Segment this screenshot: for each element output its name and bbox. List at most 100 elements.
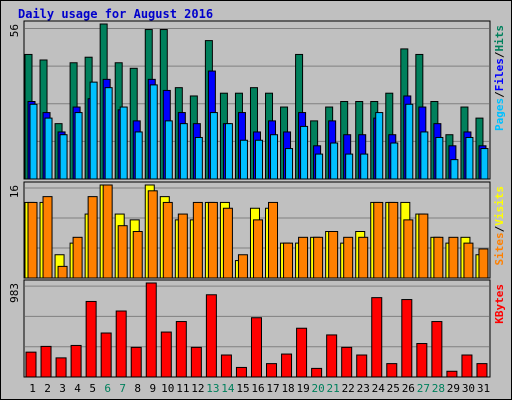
- sites-bar: [102, 184, 113, 279]
- kbytes-bar: [70, 344, 82, 378]
- x-tick-label: 2: [44, 382, 51, 395]
- sites-bar: [207, 201, 218, 279]
- kbytes-bar: [401, 299, 413, 378]
- pages-bar: [134, 131, 143, 180]
- x-tick-label: 13: [206, 382, 219, 395]
- sites-bar: [132, 231, 143, 279]
- kbytes-bar: [85, 300, 97, 378]
- x-tick-label: 28: [432, 382, 445, 395]
- x-tick-label: 29: [447, 382, 460, 395]
- sites-bar: [283, 242, 294, 279]
- y-max-label-middle: 16: [8, 185, 21, 198]
- x-tick-label: 31: [477, 382, 490, 395]
- pages-bar: [254, 139, 263, 180]
- sites-bar: [388, 201, 399, 279]
- kbytes-bar: [266, 363, 278, 378]
- x-tick-label: 11: [176, 382, 189, 395]
- sites-bar: [268, 201, 279, 279]
- pages-bar: [59, 134, 68, 180]
- legend-middle: Sites/Visits: [493, 186, 506, 266]
- x-tick-label: 18: [281, 382, 294, 395]
- legend-separator: /: [493, 225, 506, 232]
- kbytes-bar: [371, 297, 383, 378]
- x-tick-label: 24: [372, 382, 386, 395]
- pages-bar: [270, 134, 279, 180]
- x-tick-label: 25: [387, 382, 400, 395]
- sites-bar: [192, 201, 203, 279]
- x-tick-label: 8: [134, 382, 141, 395]
- x-tick-label: 27: [417, 382, 430, 395]
- pages-bar: [300, 125, 309, 180]
- pages-bar: [315, 153, 324, 180]
- x-tick-label: 17: [266, 382, 279, 395]
- x-tick-label: 15: [236, 382, 249, 395]
- pages-bar: [239, 139, 248, 180]
- x-tick-label: 22: [342, 382, 355, 395]
- legend-visits: Visits: [493, 186, 506, 226]
- pages-bar: [224, 123, 233, 180]
- sites-bar: [478, 248, 489, 279]
- x-tick-label: 7: [119, 382, 126, 395]
- pages-bar: [465, 136, 474, 180]
- kbytes-bar: [160, 331, 172, 378]
- x-tick-label: 10: [161, 382, 174, 395]
- pages-bar: [480, 148, 489, 180]
- sites-bar: [448, 236, 459, 279]
- pages-bar: [119, 106, 128, 180]
- y-max-label-top: 56: [8, 24, 21, 37]
- x-tick-label: 16: [251, 382, 264, 395]
- kbytes-bar: [145, 282, 157, 378]
- sites-bar: [373, 201, 384, 279]
- sites-bar: [328, 231, 339, 279]
- kbytes-bar: [205, 294, 217, 378]
- sites-bar: [252, 219, 263, 279]
- legend-bottom: KBytes: [493, 284, 506, 324]
- kbytes-bar: [130, 346, 142, 378]
- sites-bar: [222, 207, 233, 279]
- sites-bar: [358, 236, 369, 279]
- x-tick-label: 20: [312, 382, 325, 395]
- legend-separator: /: [493, 91, 506, 98]
- x-tick-label: 12: [191, 382, 204, 395]
- x-tick-label: 19: [296, 382, 309, 395]
- sites-bar: [343, 236, 354, 279]
- kbytes-bar: [115, 310, 127, 378]
- sites-bar: [433, 236, 444, 279]
- sites-bar: [147, 190, 158, 279]
- sites-bar: [298, 236, 309, 279]
- sites-bar: [27, 201, 38, 279]
- kbytes-bar: [416, 343, 428, 378]
- pages-bar: [179, 123, 188, 180]
- legend-top: Pages/Files/Hits: [493, 25, 506, 131]
- x-tick-label: 4: [74, 382, 81, 395]
- pages-bar: [420, 131, 429, 180]
- legend-kbytes: KBytes: [493, 284, 506, 324]
- x-tick-label: 23: [357, 382, 370, 395]
- pages-bar: [74, 112, 83, 180]
- kbytes-bar: [55, 357, 67, 378]
- pages-bar: [44, 117, 53, 180]
- kbytes-bar: [190, 346, 202, 378]
- sites-bar: [177, 213, 188, 279]
- pages-bar: [104, 87, 113, 180]
- pages-bar: [435, 136, 444, 180]
- chart-title: Daily usage for August 2016: [18, 7, 214, 21]
- sites-bar: [403, 219, 414, 279]
- pages-bar: [405, 103, 414, 180]
- x-tick-label: 1: [29, 382, 36, 395]
- pages-bar: [209, 112, 218, 180]
- x-tick-label: 3: [59, 382, 66, 395]
- sites-bar: [42, 196, 53, 279]
- pages-bar: [285, 148, 294, 180]
- pages-bar: [330, 142, 339, 180]
- pages-bar: [89, 81, 98, 180]
- x-tick-label: 6: [104, 382, 111, 395]
- pages-bar: [29, 103, 38, 180]
- x-tick-label: 30: [462, 382, 475, 395]
- legend-separator: /: [493, 51, 506, 58]
- kbytes-bar: [250, 317, 262, 378]
- sites-bar: [87, 196, 98, 279]
- kbytes-bar: [446, 370, 458, 378]
- kbytes-bar: [296, 327, 308, 378]
